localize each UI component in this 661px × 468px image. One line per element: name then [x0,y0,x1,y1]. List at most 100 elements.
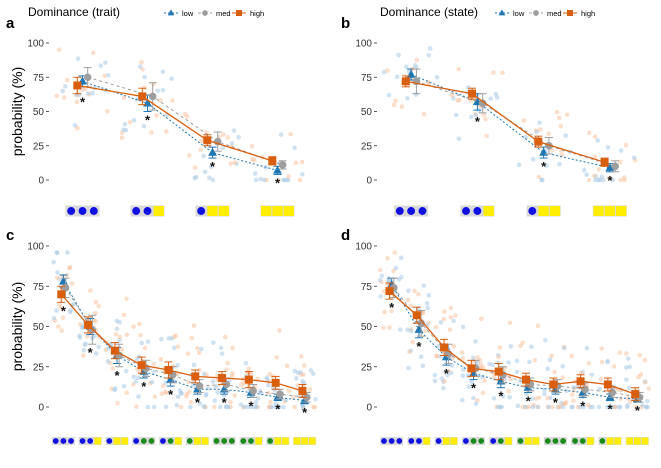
yellow-square [113,437,121,445]
jitter-point [542,391,547,397]
jitter-point [393,98,398,103]
green-dot [228,438,235,444]
jitter-point [624,404,630,410]
jitter-point [64,77,70,83]
jitter-point [410,339,415,345]
jitter-point [158,356,164,362]
jitter-point [149,130,154,135]
jitter-point [163,404,169,410]
series-line [405,80,605,163]
blue-dot [473,207,482,215]
yellow-square [201,437,209,445]
jitter-point [448,370,454,376]
jitter-point [633,404,639,410]
jitter-point [299,159,305,165]
blue-dot [197,207,206,215]
jitter-point [197,368,202,373]
jitter-point [220,145,226,151]
jitter-point [254,404,259,410]
blue-dot [407,207,416,215]
jitter-point [627,364,633,370]
jitter-point [133,379,139,384]
jitter-point [313,397,318,402]
significance-marker: * [248,398,254,413]
jitter-point [178,404,184,410]
jitter-point [122,121,128,127]
series-line [87,76,283,166]
jitter-point [460,373,466,379]
jitter-point [592,134,598,139]
jitter-point [57,302,62,308]
jitter-point [592,177,598,183]
jitter-point [175,344,181,350]
significance-marker: * [498,389,504,404]
jitter-point [159,391,165,397]
jitter-point [103,60,108,65]
series-high [57,285,307,398]
jitter-point [623,142,629,148]
jitter-point [174,402,180,408]
jitter-point [215,390,220,395]
jitter-point [105,109,110,114]
stimulus-tile [598,437,622,445]
jitter-point [295,370,301,375]
jitter-point [540,177,545,183]
jitter-point [245,370,251,375]
jitter-point [186,379,191,385]
jitter-point [90,50,96,56]
jitter-point [389,308,394,314]
jitter-point [286,173,291,179]
jitter-point [438,320,444,325]
blue-dot [52,438,59,444]
jitter-point [221,132,226,137]
jitter-point [93,299,99,305]
jitter-point [436,344,441,349]
legend-label-high: high [250,9,264,18]
stimulus-tile [460,205,495,217]
jitter-point [459,350,465,355]
marker-triangle [605,392,615,401]
jitter-point [137,321,142,327]
legend-label-med: med [216,9,231,18]
marker-square [203,136,212,145]
series-high [401,75,609,167]
jitter-point [621,175,627,180]
yellow-square [538,206,549,216]
jitter-point [642,357,648,363]
jitter-point [480,390,486,396]
significance-marker: * [635,403,641,418]
green-dot [186,438,193,444]
jitter-point [586,177,592,183]
jitter-point [291,395,296,400]
jitter-point [396,52,401,58]
jitter-point [456,136,462,142]
jitter-point [530,404,536,410]
jitter-point [469,379,475,385]
blue-dot [396,438,403,444]
jitter-point [54,93,60,99]
jitter-point [427,46,433,51]
jitter-point [201,404,207,409]
jitter-point [571,384,576,390]
jitter-point [54,308,59,313]
jitter-point [210,340,216,345]
jitter-point [527,359,532,365]
jitter-point [473,339,478,344]
jitter-point [595,138,600,143]
jitter-point [605,145,611,150]
jitter-point [173,333,179,338]
marker-square [385,287,394,296]
series-high [385,282,640,402]
jitter-point [102,73,107,79]
green-dot [470,438,477,444]
jitter-point [60,88,66,94]
marker-circle [302,393,311,402]
blue-dot [67,207,76,215]
jitter-point [448,314,454,320]
jitter-point [590,404,595,410]
jitter-point [201,371,207,377]
jitter-point [530,157,536,162]
y-tick-label: 25 [33,141,45,152]
significance-marker: * [80,95,86,110]
stimulus-tile [51,437,75,445]
